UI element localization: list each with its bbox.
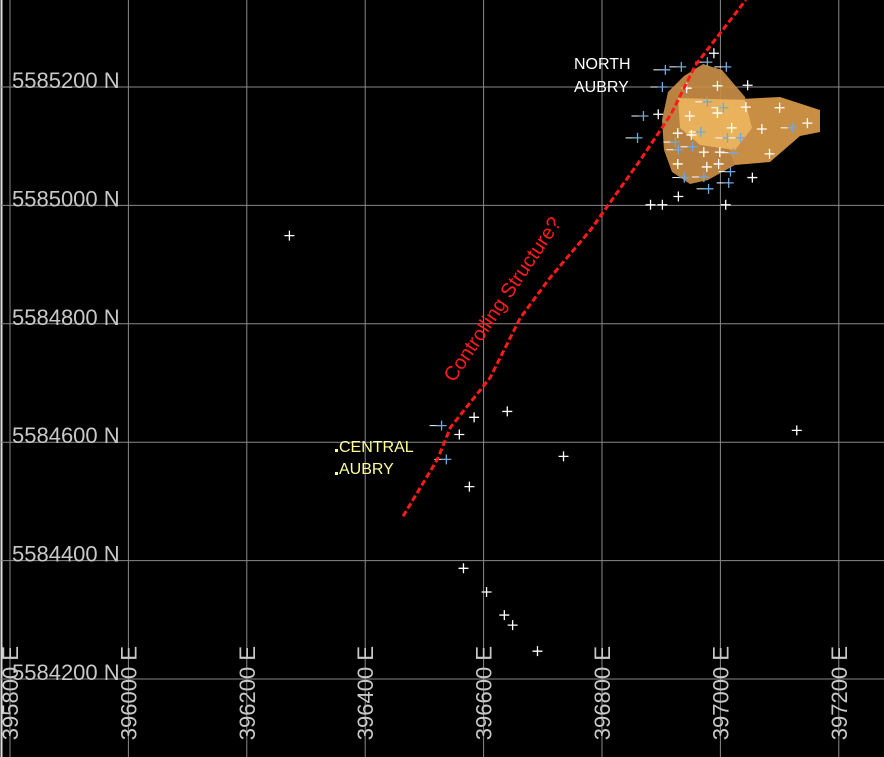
drillhole-collar-marker[interactable] bbox=[713, 158, 724, 169]
drillhole-collar-marker-blue[interactable] bbox=[695, 126, 706, 137]
easting-tick-label: 396200 E bbox=[235, 646, 260, 740]
easting-tick-label: 396000 E bbox=[116, 646, 141, 740]
northing-tick-label: 5584200 N bbox=[12, 660, 120, 685]
northing-tick-label: 5584600 N bbox=[12, 423, 120, 448]
north-aubry-line1: NORTH bbox=[574, 56, 631, 73]
easting-tick-label: 396600 E bbox=[472, 646, 497, 740]
drillhole-collar-marker[interactable] bbox=[764, 148, 775, 159]
drillhole-collar-marker-blue[interactable] bbox=[670, 137, 681, 148]
drillhole-collar-marker[interactable] bbox=[532, 646, 543, 657]
drillhole-collar-marker-blue[interactable] bbox=[725, 166, 736, 177]
drillhole-collar-marker-blue[interactable] bbox=[703, 183, 714, 194]
central-aubry-label: CENTRAL AUBRY bbox=[335, 439, 414, 478]
drillhole-collar-marker-blue[interactable] bbox=[735, 132, 746, 143]
drillhole-collar-marker[interactable] bbox=[791, 425, 802, 436]
drillhole-collar-marker-blue[interactable] bbox=[638, 111, 649, 122]
drillhole-collar-marker[interactable] bbox=[672, 128, 683, 139]
drillhole-collar-marker-blue[interactable] bbox=[702, 96, 713, 107]
orebody-highlight bbox=[678, 98, 752, 150]
drillhole-collar-marker[interactable] bbox=[708, 48, 719, 59]
drillhole-collar-marker[interactable] bbox=[712, 108, 723, 119]
drillhole-collar-marker-blue[interactable] bbox=[687, 141, 698, 152]
northing-tick-label: 5585000 N bbox=[12, 186, 120, 211]
drillhole-collar-marker[interactable] bbox=[672, 158, 683, 169]
drillhole-collar-marker-blue[interactable] bbox=[441, 454, 452, 465]
northing-tick-label: 5585200 N bbox=[12, 68, 120, 93]
fault-trace bbox=[401, 0, 748, 517]
drillhole-collar-marker[interactable] bbox=[469, 412, 480, 423]
central-aubry-marker bbox=[335, 449, 338, 452]
drillhole-collar-marker[interactable] bbox=[653, 109, 664, 120]
central-aubry-line2: AUBRY bbox=[339, 461, 394, 478]
drillhole-collar-marker-blue[interactable] bbox=[698, 171, 709, 182]
drillhole-collar-marker-blue[interactable] bbox=[673, 144, 684, 155]
drillhole-collar-marker-blue[interactable] bbox=[632, 132, 643, 143]
drillhole-collar-marker-blue[interactable] bbox=[718, 102, 729, 113]
drillhole-collar-marker[interactable] bbox=[756, 124, 767, 135]
drillhole-collar-marker-blue[interactable] bbox=[702, 57, 713, 68]
drillhole-collar-marker-blue[interactable] bbox=[728, 147, 739, 158]
drillhole-collar-marker[interactable] bbox=[507, 620, 518, 631]
drillhole-collars bbox=[284, 48, 813, 657]
drillhole-collar-marker[interactable] bbox=[502, 406, 513, 417]
drillhole-collar-marker[interactable] bbox=[673, 191, 684, 202]
drillhole-collar-marker-blue[interactable] bbox=[787, 122, 798, 133]
drillhole-collar-marker[interactable] bbox=[740, 102, 751, 113]
north-aubry-line2: AUBRY bbox=[574, 79, 629, 96]
drillhole-collar-marker[interactable] bbox=[698, 147, 709, 158]
drillhole-collar-marker[interactable] bbox=[802, 118, 813, 129]
drillhole-collar-marker[interactable] bbox=[454, 429, 465, 440]
drillhole-collar-marker[interactable] bbox=[720, 199, 731, 210]
drillhole-collar-marker-blue[interactable] bbox=[660, 64, 671, 75]
northing-tick-label: 5584800 N bbox=[12, 305, 120, 330]
drillhole-collar-marker[interactable] bbox=[712, 80, 723, 91]
drillhole-collar-marker[interactable] bbox=[684, 111, 695, 122]
drillhole-collar-marker-blue[interactable] bbox=[679, 172, 690, 183]
drillhole-collar-marker[interactable] bbox=[701, 161, 712, 172]
drillhole-collar-marker[interactable] bbox=[747, 172, 758, 183]
drillhole-collar-marker[interactable] bbox=[558, 451, 569, 462]
drillhole-collar-marker[interactable] bbox=[645, 199, 656, 210]
drillhole-collar-marker[interactable] bbox=[481, 586, 492, 597]
easting-tick-label: 396400 E bbox=[353, 646, 378, 740]
drillhole-collar-marker[interactable] bbox=[657, 199, 668, 210]
drillhole-collar-marker[interactable] bbox=[726, 122, 737, 133]
easting-tick-label: 397000 E bbox=[708, 646, 733, 740]
drillhole-collar-marker-blue[interactable] bbox=[723, 177, 734, 188]
drillhole-collar-marker[interactable] bbox=[774, 102, 785, 113]
drillhole-collar-marker[interactable] bbox=[458, 563, 469, 574]
drillhole-collar-marker-blue[interactable] bbox=[676, 61, 687, 72]
easting-tick-label: 395800 E bbox=[0, 646, 23, 740]
central-aubry-line1: CENTRAL bbox=[339, 439, 414, 456]
easting-tick-label: 397200 E bbox=[827, 646, 852, 740]
drillhole-collar-marker[interactable] bbox=[714, 147, 725, 158]
orebody-solid bbox=[662, 64, 820, 184]
axis-labels: 395800 E 396000 E 396200 E 396400 E 396600 E… bbox=[0, 68, 852, 740]
drillhole-collar-marker-blue[interactable] bbox=[436, 420, 447, 431]
northing-tick-label: 5584400 N bbox=[12, 542, 120, 567]
drillhole-collar-marker[interactable] bbox=[464, 481, 475, 492]
easting-tick-label: 396800 E bbox=[590, 646, 615, 740]
drillhole-collar-marker-blue[interactable] bbox=[657, 82, 668, 92]
drillhole-collar-marker[interactable] bbox=[742, 80, 753, 91]
north-aubry-label: NORTH AUBRY bbox=[574, 56, 631, 96]
central-aubry-marker bbox=[335, 472, 338, 475]
drillhole-collar-marker[interactable] bbox=[284, 230, 295, 241]
drillhole-collar-marker-blue[interactable] bbox=[721, 61, 732, 72]
drillhole-collar-marker[interactable] bbox=[499, 610, 510, 621]
